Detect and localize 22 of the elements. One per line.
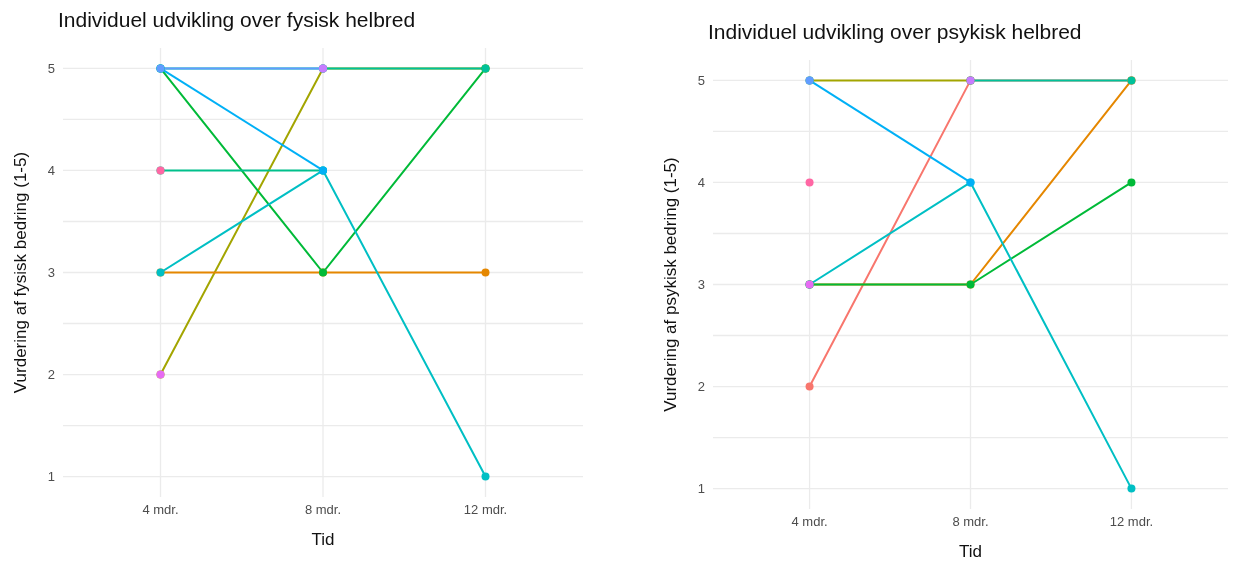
x-tick-label: 12 mdr. [1109,514,1154,530]
x-tick-label: 8 mdr. [952,514,989,530]
x-axis-title: Tid [959,542,982,561]
y-tick-label: 4 [697,175,705,191]
y-tick-label: 5 [47,61,55,77]
y-tick-label: 1 [697,481,705,497]
y-tick-label: 2 [47,367,55,383]
x-tick-label: 4 mdr. [142,502,179,518]
x-tick-label: 4 mdr. [791,514,828,530]
y-tick-label: 3 [697,277,705,293]
y-axis-title: Vurdering af fysisk bedring (1-5) [11,151,31,394]
y-axis-title: Vurdering af psykisk bedring (1-5) [661,157,681,412]
y-tick-label: 4 [47,163,55,179]
chart-title: Individuel udvikling over psykisk helbred [708,20,1083,45]
y-tick-label: 2 [697,379,705,395]
x-axis-title: Tid [311,530,335,549]
chart-title: Individuel udvikling over fysisk helbred [58,8,417,33]
x-tick-label: 8 mdr. [304,502,342,518]
x-tick-label: 12 mdr. [463,502,508,518]
y-tick-label: 5 [697,73,705,89]
y-tick-label: 3 [47,265,55,281]
y-tick-label: 1 [47,469,55,485]
